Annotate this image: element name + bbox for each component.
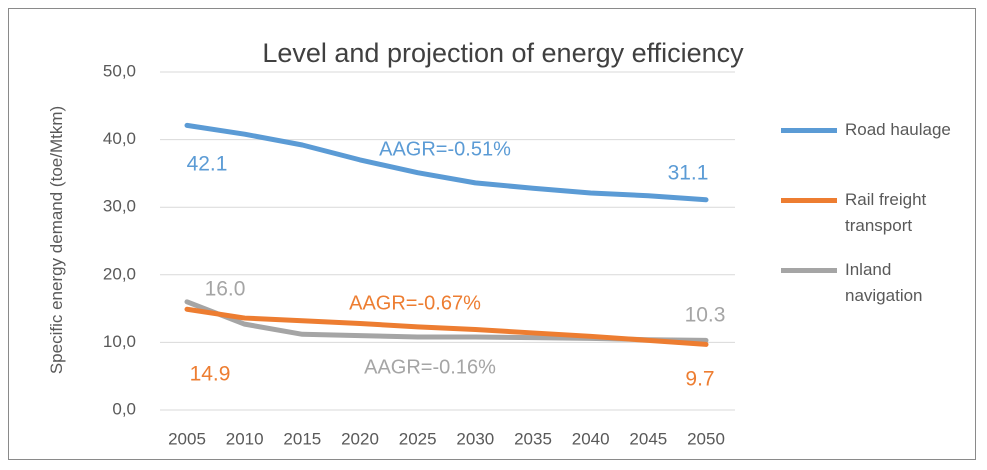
legend-label: Inland navigation: [845, 260, 923, 305]
legend-swatch: [781, 198, 837, 203]
x-tick-label: 2045: [629, 429, 667, 448]
y-tick-label: 50,0: [103, 61, 136, 80]
x-tick-label: 2020: [341, 429, 379, 448]
legend-swatch: [781, 268, 837, 273]
y-axis-label: Specific energy demand (toe/Mtkm): [47, 105, 66, 375]
chart-frame: [8, 8, 976, 460]
legend-label: Road haulage: [845, 120, 951, 139]
annotation: AAGR=-0.67%: [349, 292, 481, 314]
y-tick-label: 30,0: [103, 197, 136, 216]
legend-item: Rail freight transport: [781, 187, 960, 239]
data-label: 42.1: [187, 153, 228, 176]
legend-swatch: [781, 128, 837, 133]
x-tick-label: 2015: [283, 429, 321, 448]
y-tick-label: 10,0: [103, 332, 136, 351]
legend-item: Road haulage: [781, 117, 960, 143]
y-tick-label: 20,0: [103, 264, 136, 283]
x-tick-label: 2025: [399, 429, 437, 448]
data-label: 14.9: [190, 363, 231, 386]
x-tick-label: 2050: [687, 429, 725, 448]
data-label: 10.3: [685, 304, 726, 327]
x-tick-label: 2030: [456, 429, 494, 448]
data-label: 31.1: [668, 162, 709, 185]
y-tick-label: 0,0: [112, 399, 136, 418]
legend-label: Rail freight transport: [845, 190, 927, 235]
annotation: AAGR=-0.16%: [364, 356, 496, 378]
legend-item: Inland navigation: [781, 257, 960, 309]
annotation: AAGR=-0.51%: [379, 138, 511, 160]
x-tick-label: 2040: [572, 429, 610, 448]
data-label: 16.0: [205, 278, 246, 301]
line: [184, 306, 709, 347]
x-tick-label: 2035: [514, 429, 552, 448]
data-label: 9.7: [685, 368, 714, 391]
line: [184, 122, 709, 203]
y-tick-label: 40,0: [103, 129, 136, 148]
x-tick-label: 2010: [226, 429, 264, 448]
x-tick-label: 2005: [168, 429, 206, 448]
chart-title: Level and projection of energy efficienc…: [262, 38, 744, 68]
